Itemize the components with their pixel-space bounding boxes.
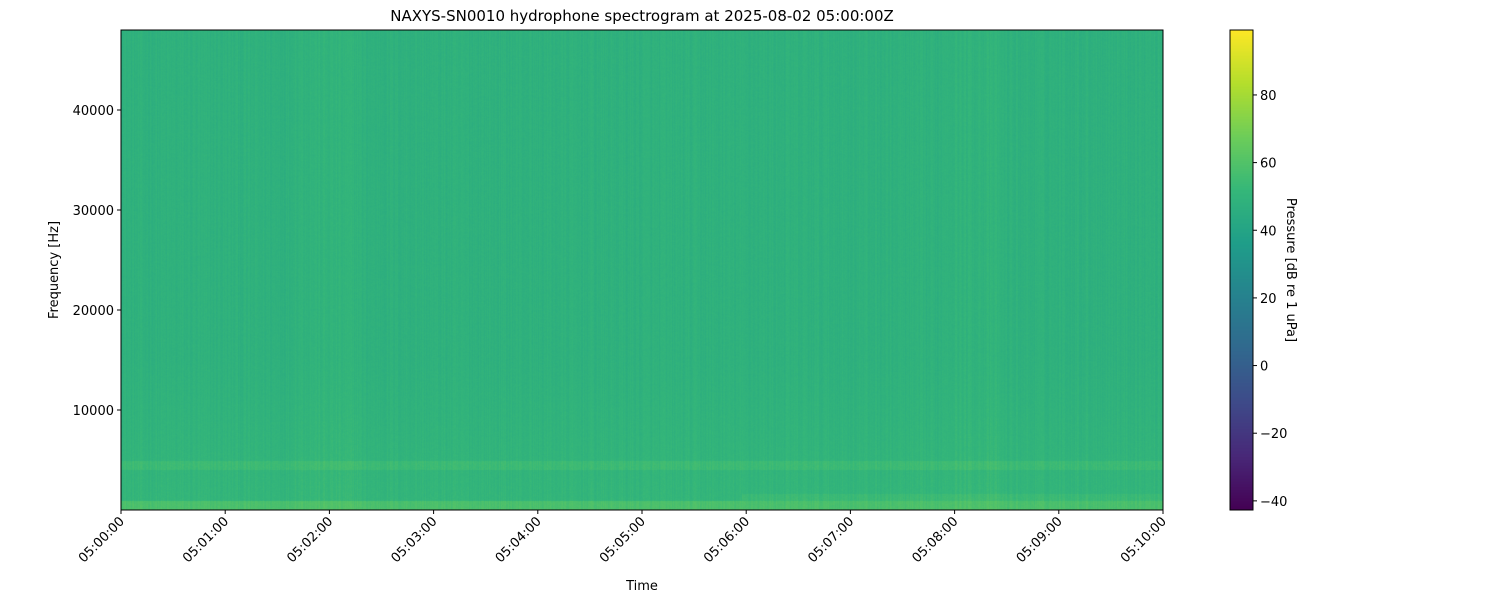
- x-tick-label: 05:06:00: [701, 514, 753, 566]
- colorbar-tick-label: 40: [1260, 224, 1277, 239]
- spectrogram-image: [121, 30, 1163, 510]
- x-tick-label: 05:04:00: [493, 514, 545, 566]
- x-tick-label: 05:02:00: [284, 514, 336, 566]
- colorbar-tick-label: −40: [1260, 495, 1287, 510]
- colorbar-tick-label: 0: [1260, 360, 1268, 375]
- colorbar-gradient: [1230, 30, 1253, 510]
- x-tick-label: 05:03:00: [389, 514, 441, 566]
- plot-frame: [120, 29, 1164, 511]
- colorbar-tick-label: 60: [1260, 157, 1277, 172]
- y-tick-label: 40000: [73, 104, 114, 119]
- x-axis-label: Time: [625, 579, 658, 594]
- colorbar-label: Pressure [dB re 1 uPa]: [1283, 198, 1298, 342]
- colorbar-tick-label: 80: [1260, 89, 1277, 104]
- chart-title: NAXYS-SN0010 hydrophone spectrogram at 2…: [390, 7, 894, 25]
- x-tick-label: 05:10:00: [1118, 514, 1170, 566]
- x-tick-label: 05:09:00: [1014, 514, 1066, 566]
- y-tick-label: 20000: [73, 304, 114, 319]
- y-tick-label: 30000: [73, 204, 114, 219]
- x-tick-label: 05:07:00: [805, 514, 857, 566]
- x-tick-label: 05:01:00: [180, 514, 232, 566]
- y-tick-label: 10000: [73, 404, 114, 419]
- x-tick-label: 05:05:00: [597, 514, 649, 566]
- colorbar-tick-label: 20: [1260, 292, 1277, 307]
- x-tick-label: 05:08:00: [910, 514, 962, 566]
- colorbar-frame: [1229, 29, 1254, 511]
- y-axis-label: Frequency [Hz]: [47, 221, 62, 319]
- x-tick-label: 05:00:00: [76, 514, 128, 566]
- colorbar-tick-label: −20: [1260, 427, 1287, 442]
